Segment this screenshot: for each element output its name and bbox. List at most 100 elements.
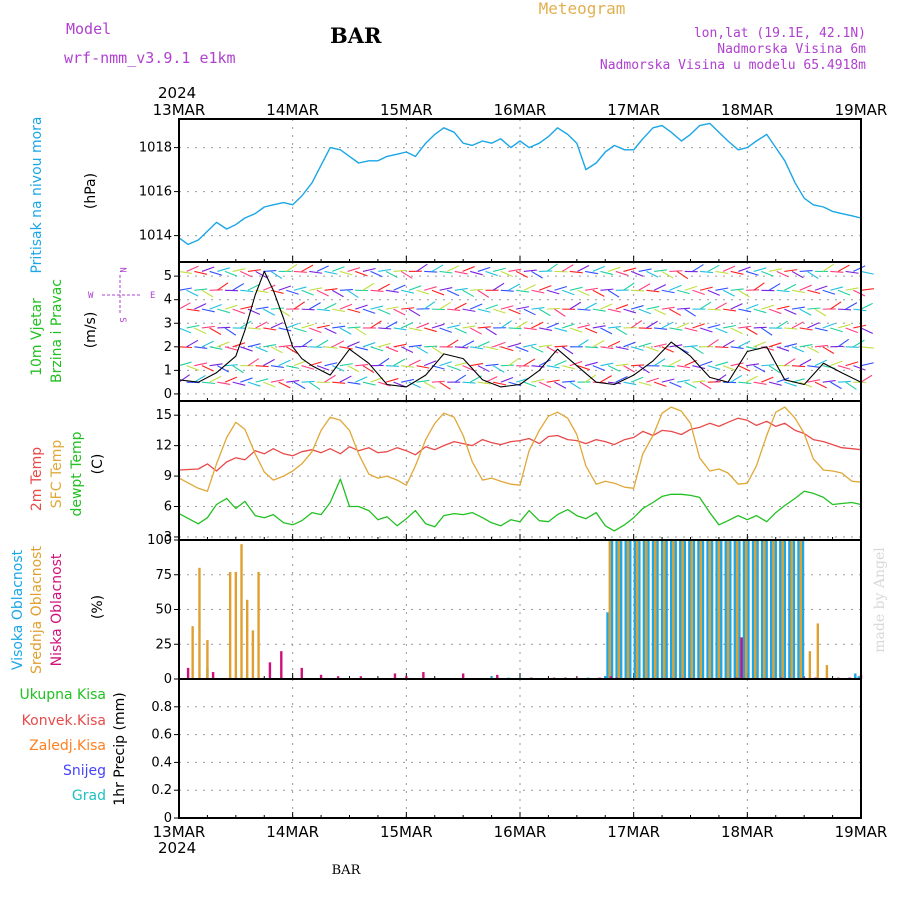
cloud-tick-label: 25 (155, 637, 172, 652)
visoka-oblacnost-bar (770, 540, 773, 679)
wind-barb (531, 306, 545, 310)
wind-barb (347, 267, 361, 272)
visoka-oblacnost-bar (857, 676, 860, 679)
wind-barb (240, 270, 253, 278)
wind-barb (776, 270, 789, 278)
wind-barb (807, 270, 819, 279)
wind-barb (730, 270, 744, 275)
wind-barb (316, 365, 330, 371)
wind-barb (378, 342, 391, 348)
wind-barb (585, 270, 599, 275)
wind-barb (194, 362, 208, 367)
wind-barb (661, 321, 674, 329)
wind-barb (546, 307, 560, 310)
wind-barb (791, 270, 804, 279)
top-date-label: 14MAR (266, 101, 319, 119)
wind-barb (462, 381, 476, 384)
wind-barb (615, 304, 629, 310)
wind-barb (293, 327, 307, 333)
srednja-oblacnost-bar (808, 651, 812, 679)
wind-barb (492, 365, 505, 373)
wind-barb (424, 286, 437, 291)
visoka-oblacnost-bar (669, 540, 673, 679)
wind-barb (692, 289, 705, 296)
temp2m-axis-title: 2m Temp (29, 447, 45, 511)
wind-barb (546, 365, 560, 369)
wind-barb (538, 381, 552, 388)
wind-barb (408, 359, 421, 367)
wind-tick-label: 4 (164, 293, 172, 308)
wind-barb (554, 360, 567, 367)
wind-barb (592, 265, 605, 272)
wind-barb (270, 322, 284, 329)
wind-barb (301, 323, 315, 329)
srednja-oblacnost-bar (790, 540, 793, 679)
precip-tick-label: 0 (164, 811, 172, 826)
wind-barb (745, 327, 758, 335)
wind-barb (607, 340, 621, 348)
wind-barb (730, 362, 744, 367)
wind-barb (699, 327, 713, 333)
cloud-label: Visoka Oblacnost Srednja Oblacnost Niska… (10, 546, 106, 674)
srednja-oblacnost-bar (799, 540, 802, 679)
wind-barb (301, 308, 315, 311)
wind-barb (600, 346, 614, 350)
srednja-oblacnost-bar (191, 626, 194, 679)
cloud-tick-label: 50 (155, 603, 172, 618)
wind-barb (209, 363, 223, 367)
compass-e: E (150, 291, 155, 301)
temperature-grid: 3 6 9 12 15 (155, 401, 862, 545)
wind-barb (730, 288, 744, 291)
wind-barb (439, 327, 452, 333)
wind-barb (301, 289, 314, 296)
wind-barb (493, 308, 506, 314)
wind-barb (592, 289, 605, 297)
wind-barb (508, 283, 521, 291)
wind-barb (569, 327, 583, 333)
wind-barb (332, 325, 346, 329)
wind-barb (477, 266, 491, 272)
wind-barb (446, 289, 460, 297)
wind-barb (546, 263, 558, 272)
pressure-tick-label: 1016 (139, 185, 172, 200)
wind-barb (423, 301, 436, 310)
wind-barb (232, 342, 246, 348)
wind-barb (370, 305, 384, 310)
wind-barb (424, 270, 438, 273)
wind-barb (807, 289, 821, 294)
wind-barb (385, 306, 399, 310)
srednja-oblacnost-bar (644, 540, 648, 679)
cloud-tick-label: 75 (155, 568, 172, 583)
wind-barb (669, 381, 682, 388)
wind-barb (400, 270, 413, 279)
wind-barb (377, 283, 390, 291)
wind-barb (416, 263, 428, 272)
srednja-oblacnost-bar (717, 540, 721, 679)
wind-barb (715, 346, 729, 349)
wind-barb (178, 270, 192, 275)
wind-barb (822, 346, 835, 354)
wind-barb (462, 340, 475, 348)
wind-panel: 0 1 2 3 4 5 (164, 261, 874, 402)
wind-barb (707, 308, 721, 311)
wind-barb (209, 270, 223, 276)
srednja-oblacnost-bar (608, 540, 611, 679)
wind-barb (401, 378, 415, 383)
wind-barb (676, 379, 690, 383)
wind-barb (270, 346, 283, 354)
wind-barb (630, 305, 644, 310)
wind-barb (845, 302, 858, 310)
wind-barb (784, 308, 797, 315)
wind-barb (569, 270, 583, 274)
wind-barb (454, 302, 467, 310)
wind-barb (209, 346, 223, 350)
wind-barb (654, 327, 668, 330)
wind-barb (546, 322, 560, 329)
wind-barb (600, 270, 614, 276)
visoka-oblacnost-bar (606, 612, 609, 679)
wind-barb (592, 365, 606, 372)
wind-barb (562, 380, 576, 383)
srednja-oblacnost-bar (744, 540, 748, 679)
wind-barb (247, 283, 260, 291)
wind-barb (400, 346, 414, 354)
